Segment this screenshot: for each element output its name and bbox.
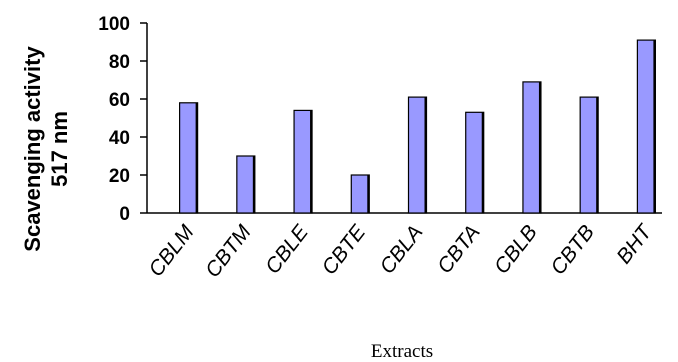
bar [350,174,370,214]
y-axis-title: Scavenging activity 517 nm [20,46,72,252]
bar [407,96,428,214]
bar [465,111,485,214]
bar [236,155,256,214]
category-label: CBLM [144,221,198,282]
y-tick-label: 20 [109,166,130,187]
plot-area: 0 20 40 60 80 100 CBLM CBTM CBLE CBTE CBLA CBTA CBLB… [98,14,662,282]
bar [179,102,199,214]
bar [522,81,542,214]
bar [579,96,599,214]
y-axis-title-line-2: 517 nm [47,111,72,187]
category-label: CBLA [376,221,428,278]
y-axis-title-line-1: Scavenging activity [20,46,45,252]
y-tick-label: 0 [119,204,130,225]
bar [293,109,313,214]
bar [636,39,656,214]
category-label: CBTB [546,221,599,279]
category-label: BHT [612,219,657,268]
category-label: CBTA [433,221,485,278]
x-axis-title: Extracts [371,341,433,362]
category-label: CBLB [490,221,542,278]
y-tick-label: 40 [109,128,130,149]
category-label: CBTE [318,220,371,279]
y-tick-label: 80 [109,52,130,73]
category-label: CBTM [201,221,256,282]
y-tick-label: 100 [98,14,130,35]
y-tick-label: 60 [109,90,130,111]
category-label: CBLE [261,220,314,278]
